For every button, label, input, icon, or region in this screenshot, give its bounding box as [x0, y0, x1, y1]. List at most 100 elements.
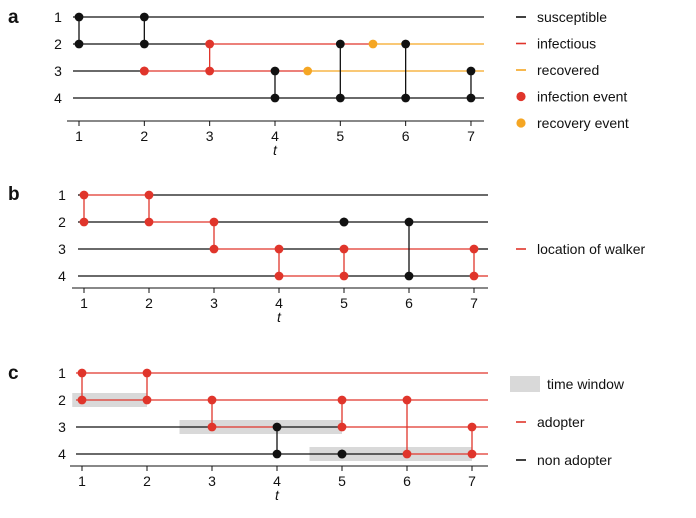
tick-label-7: 7	[467, 128, 475, 144]
contact-dot	[274, 271, 284, 281]
contact-dot	[74, 12, 84, 22]
row-label-3: 3	[58, 241, 66, 257]
legend-swatch-dot	[516, 118, 526, 128]
tick-label-3: 3	[210, 295, 218, 311]
contact-dot	[467, 422, 477, 432]
contact-dot	[339, 217, 349, 227]
legend-label: recovered	[537, 62, 599, 78]
contact-dot	[139, 12, 149, 22]
contact-dot	[77, 368, 87, 378]
contact-dot	[139, 39, 149, 49]
contact-dot	[142, 368, 152, 378]
contact-dot	[272, 449, 282, 459]
tick-label-5: 5	[338, 473, 346, 489]
tick-label-1: 1	[80, 295, 88, 311]
panel-letter: c	[8, 363, 19, 384]
contact-dot	[337, 449, 347, 459]
contact-dot	[79, 217, 89, 227]
contact-dot	[207, 395, 217, 405]
tick-label-1: 1	[78, 473, 86, 489]
contact-dot	[270, 66, 280, 76]
contact-dot	[404, 217, 414, 227]
row-label-1: 1	[54, 9, 62, 25]
legend-label: infectious	[537, 36, 596, 52]
row-label-1: 1	[58, 365, 66, 381]
axis-title: t	[273, 142, 278, 158]
tick-label-5: 5	[340, 295, 348, 311]
row-label-4: 4	[58, 446, 66, 462]
tick-label-7: 7	[470, 295, 478, 311]
contact-dot	[402, 449, 412, 459]
tick-label-6: 6	[405, 295, 413, 311]
contact-dot	[270, 93, 280, 103]
contact-dot	[144, 217, 154, 227]
panel-a: a 1 2 3 4 1 2 3 4 5 6 7 t susceptible infectious recove…	[8, 7, 629, 158]
tick-label-4: 4	[273, 473, 281, 489]
infection-event-dot	[205, 39, 215, 49]
contact-dot	[207, 422, 217, 432]
legend-label: adopter	[537, 414, 585, 430]
contact-dot	[272, 422, 282, 432]
contact-dot	[77, 395, 87, 405]
contact-dot	[337, 422, 347, 432]
legend-swatch-dot	[516, 91, 526, 102]
contact-dot	[404, 271, 414, 281]
recovery-event-dot	[303, 66, 313, 76]
contact-dot	[335, 93, 345, 103]
tick-label-2: 2	[145, 295, 153, 311]
contact-dot	[79, 190, 89, 200]
contact-dot	[209, 244, 219, 254]
tick-label-6: 6	[402, 128, 410, 144]
contact-dot	[74, 39, 84, 49]
infection-event-dot	[139, 66, 149, 76]
axis-title: t	[275, 487, 280, 503]
contact-dot	[466, 93, 476, 103]
tick-label-7: 7	[468, 473, 476, 489]
row-label-2: 2	[58, 392, 66, 408]
axis-title: t	[277, 309, 282, 325]
legend-label: infection event	[537, 89, 627, 105]
tick-label-5: 5	[336, 128, 344, 144]
row-label-2: 2	[54, 36, 62, 52]
row-label-1: 1	[58, 187, 66, 203]
recovery-event-dot	[368, 39, 378, 49]
contact-dot	[209, 217, 219, 227]
contact-dot	[466, 66, 476, 76]
contact-dot	[337, 395, 347, 405]
panel-letter: a	[8, 7, 19, 28]
tick-label-4: 4	[271, 128, 279, 144]
legend-label: non adopter	[537, 452, 612, 468]
contact-dot	[402, 395, 412, 405]
row-label-4: 4	[58, 268, 66, 284]
contact-dot	[401, 93, 411, 103]
row-label-3: 3	[54, 63, 62, 79]
contact-dot	[339, 271, 349, 281]
row-label-3: 3	[58, 419, 66, 435]
infection-event-dot	[205, 66, 215, 76]
row-label-4: 4	[54, 90, 62, 106]
contact-dot	[467, 449, 477, 459]
row-label-2: 2	[58, 214, 66, 230]
contact-dot	[335, 39, 345, 49]
contact-dot	[469, 244, 479, 254]
legend-label: location of walker	[537, 241, 646, 257]
legend-label: recovery event	[537, 115, 629, 131]
contact-dot	[274, 244, 284, 254]
contact-dot	[144, 190, 154, 200]
tick-label-6: 6	[403, 473, 411, 489]
tick-label-1: 1	[75, 128, 83, 144]
legend-label: susceptible	[537, 9, 607, 25]
tick-label-3: 3	[208, 473, 216, 489]
contact-dot	[401, 39, 411, 49]
contact-dot	[142, 395, 152, 405]
tick-label-2: 2	[140, 128, 148, 144]
tick-label-4: 4	[275, 295, 283, 311]
contact-dot	[469, 271, 479, 281]
panel-letter: b	[8, 184, 20, 205]
legend-label: time window	[547, 376, 625, 392]
legend-swatch-box	[510, 376, 540, 392]
tick-label-3: 3	[206, 128, 214, 144]
